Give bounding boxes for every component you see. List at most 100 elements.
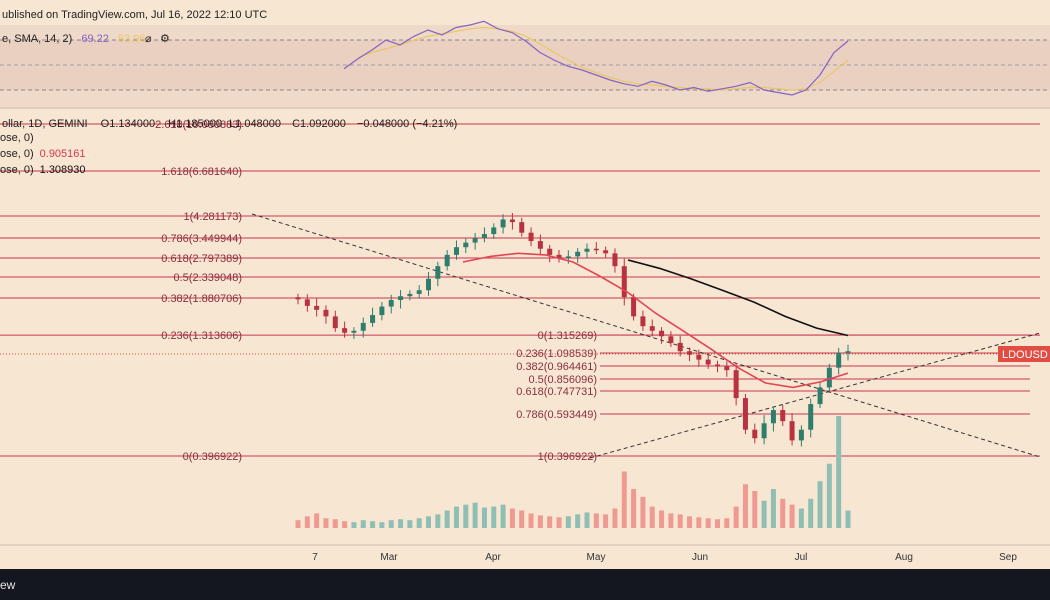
volume-bar-42 [687,516,693,528]
ma-black-value: 1.308930 [40,164,86,176]
candle-body-12 [407,293,413,297]
candle-body-11 [398,296,404,301]
footer-label[interactable]: ew [0,578,16,592]
time-axis-background [0,545,1050,569]
time-label-6: Aug [895,552,913,563]
candle-body-57 [826,367,832,388]
fib-label-left-4: 0.618(2.797389) [161,253,242,265]
candle-body-37 [640,316,646,327]
candle-body-16 [444,254,450,267]
svg-text:e, SMA, 14, 2) 69.22: e, SMA, 14, 2) 69.22 53.96 [2,33,146,45]
volume-bar-33 [603,514,609,528]
time-label-7: Sep [999,552,1017,563]
volume-bar-51 [770,489,776,528]
volume-bar-12 [407,520,413,528]
ma-row-3: ose, 0) 1.308930 [0,164,86,176]
fib-label-left-0: 2.618(10.080883) [155,119,242,131]
candle-body-33 [603,250,609,254]
moving-average-black [627,259,849,337]
candle-body-52 [780,410,786,422]
candle-body-5 [342,328,348,333]
candle-body-43 [696,354,702,360]
volume-bar-29 [565,516,571,528]
fib-label-right-1: 0.236(1.098539) [516,348,597,360]
volume-bar-39 [659,510,665,528]
time-axis[interactable]: 7 Mar Apr May Jun Jul Aug Sep [312,552,1017,563]
ma-row-1: ose, 0) [0,132,34,144]
rsi-panel [0,20,1050,109]
candle-body-22 [500,219,506,228]
price-chart[interactable]: ublished on TradingView.com, Jul 16, 202… [0,0,1050,569]
candle-body-7 [360,322,366,331]
volume-bar-1 [304,516,310,528]
candle-body-49 [752,429,758,439]
candle-body-59 [845,351,851,353]
candlesticks [295,213,851,447]
rsi-line [343,20,849,96]
volume-bar-30 [575,514,581,528]
rsi-value: 69.22 [81,33,109,45]
time-label-3: May [587,552,606,563]
volume-bar-10 [388,520,394,528]
candle-body-28 [556,254,562,258]
published-note: ublished on TradingView.com, Jul 16, 202… [2,9,267,21]
volume-bar-35 [621,471,627,528]
volume-bar-40 [668,513,674,528]
candle-body-55 [808,404,814,430]
hide-indicator-icon[interactable]: ⌀ [145,33,152,45]
candle-body-40 [668,336,674,343]
rsi-legend: e, SMA, 14, 2) 69.22 53.96 ⌀ ⚙ [2,33,170,45]
candle-body-48 [742,398,748,430]
volume-bar-55 [808,498,814,528]
time-label-0: 7 [312,552,318,563]
candle-body-29 [565,256,571,258]
ma-red-value: 0.905161 [40,148,86,160]
ma-row-2-label: ose, 0) [0,148,34,160]
volume-bar-27 [547,516,553,528]
descending-trendline[interactable] [251,213,1041,458]
volume-bar-23 [509,508,515,528]
volume-bar-4 [332,519,338,528]
candle-body-30 [575,251,581,257]
candle-body-35 [621,266,627,298]
candle-body-8 [370,315,376,323]
ohlc-high: H1.185000 [168,118,222,130]
volume-bar-21 [491,506,497,528]
volume-bar-52 [780,498,786,528]
price-badge[interactable]: LDOUSD [998,346,1050,362]
footer-bar: ew [0,569,1050,600]
volume-bar-44 [705,518,711,528]
volume-bar-36 [631,489,637,528]
candle-body-50 [761,423,767,439]
volume-bars [295,416,851,528]
candle-body-6 [351,330,357,333]
settings-gear-icon[interactable]: ⚙ [160,33,170,45]
fib-label-right-3: 0.5(0.856096) [529,374,598,386]
ascending-trendline[interactable] [589,332,1041,459]
volume-bar-58 [836,416,842,528]
candle-body-41 [677,342,683,352]
fib-label-left-2: 1(4.281173) [183,211,242,223]
candle-body-44 [705,359,711,365]
candle-body-32 [593,248,599,251]
candle-body-27 [547,248,553,255]
volume-bar-48 [742,484,748,528]
volume-bar-14 [426,516,432,528]
fib-label-left-5: 0.5(2.339048) [174,272,243,284]
candle-body-1 [304,299,310,306]
symbol-line: ollar, 1D, GEMINI [2,118,88,130]
candle-body-13 [416,290,422,294]
volume-bar-13 [416,518,422,528]
candle-body-3 [323,309,329,317]
volume-bar-8 [370,521,376,528]
volume-bar-24 [519,510,525,528]
volume-bar-3 [323,518,329,528]
ohlc-change: −0.048000 (−4.21%) [357,118,457,130]
candle-body-46 [724,366,730,371]
volume-bar-9 [379,522,385,528]
volume-bar-56 [817,481,823,528]
volume-bar-49 [752,490,758,528]
time-label-5: Jul [795,552,808,563]
volume-bar-16 [444,510,450,528]
